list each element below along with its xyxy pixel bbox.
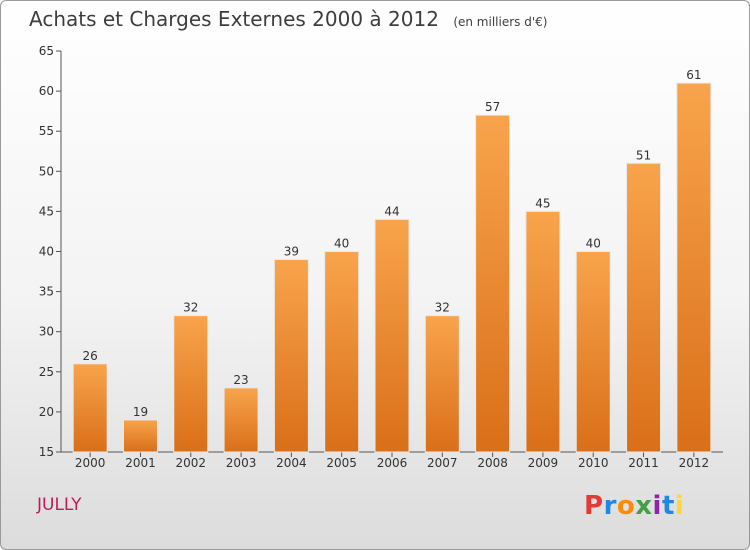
bar <box>223 387 259 453</box>
x-tick-label: 2005 <box>326 456 357 470</box>
bar-value-label: 61 <box>686 68 701 82</box>
y-tick-label: 15 <box>39 445 54 459</box>
y-tick-label: 45 <box>39 204 54 218</box>
chart-axes: 15 20 25 30 35 40 45 50 55 60 65 2000 2001 2002 2003 20… <box>39 44 723 470</box>
bar <box>575 251 611 453</box>
x-tick-label: 2002 <box>175 456 206 470</box>
x-tick-label: 2001 <box>125 456 156 470</box>
x-tick-label: 2004 <box>276 456 307 470</box>
logo-letter: x <box>635 491 653 521</box>
bar <box>626 162 662 453</box>
bar-value-label: 51 <box>636 148 651 162</box>
proxiti-logo[interactable]: Proxiti <box>584 491 684 521</box>
bar-value-label: 39 <box>284 245 299 259</box>
x-tick-label: 2003 <box>226 456 257 470</box>
x-tick-label: 2007 <box>427 456 458 470</box>
bar <box>525 210 561 453</box>
logo-letter: t <box>661 491 675 521</box>
y-tick-label: 25 <box>39 365 54 379</box>
bar <box>273 259 309 453</box>
y-tick-label: 35 <box>39 285 54 299</box>
bar <box>122 419 158 453</box>
bar-value-label: 40 <box>586 237 601 251</box>
x-tick-label: 2006 <box>377 456 408 470</box>
y-tick-label: 30 <box>39 325 54 339</box>
bar-value-label: 32 <box>183 301 198 315</box>
bar <box>676 82 712 453</box>
y-tick-label: 65 <box>39 44 54 58</box>
x-tick-label: 2011 <box>628 456 659 470</box>
chart-data-labels: 26 19 32 23 39 40 44 32 57 45 40 51 61 <box>83 68 702 419</box>
x-tick-label: 2009 <box>528 456 559 470</box>
x-tick-label: 2010 <box>578 456 609 470</box>
title-text: Achats et Charges Externes 2000 à 2012 <box>29 7 439 31</box>
bar-value-label: 19 <box>133 405 148 419</box>
y-tick-label: 40 <box>39 245 54 259</box>
x-tick-label: 2012 <box>679 456 710 470</box>
bar <box>72 363 108 453</box>
bar-value-label: 44 <box>384 204 399 218</box>
bar-value-label: 40 <box>334 237 349 251</box>
y-tick-label: 55 <box>39 124 54 138</box>
logo-letter: P <box>584 491 604 521</box>
y-tick-label: 20 <box>39 405 54 419</box>
logo-letter: i <box>652 491 662 521</box>
bar <box>324 251 360 453</box>
x-tick-label: 2008 <box>477 456 508 470</box>
bar-value-label: 26 <box>83 349 98 363</box>
logo-letter: i <box>674 491 685 521</box>
bar <box>424 315 460 453</box>
bar <box>475 114 511 453</box>
bar-value-label: 57 <box>485 100 500 114</box>
bar-value-label: 32 <box>435 301 450 315</box>
chart-title: Achats et Charges Externes 2000 à 2012 (… <box>29 7 547 31</box>
logo-letter: o <box>616 491 636 521</box>
commune-name: JULLY <box>37 495 82 515</box>
x-tick-label: 2000 <box>75 456 106 470</box>
title-unit: (en milliers d'€) <box>453 15 548 29</box>
bar-value-label: 23 <box>233 373 248 387</box>
bar-value-label: 45 <box>535 196 550 210</box>
y-tick-label: 50 <box>39 164 54 178</box>
bar <box>374 218 410 453</box>
chart-bars <box>72 82 712 453</box>
y-tick-label: 60 <box>39 84 54 98</box>
bar <box>173 315 209 453</box>
logo-letter: r <box>603 491 617 521</box>
